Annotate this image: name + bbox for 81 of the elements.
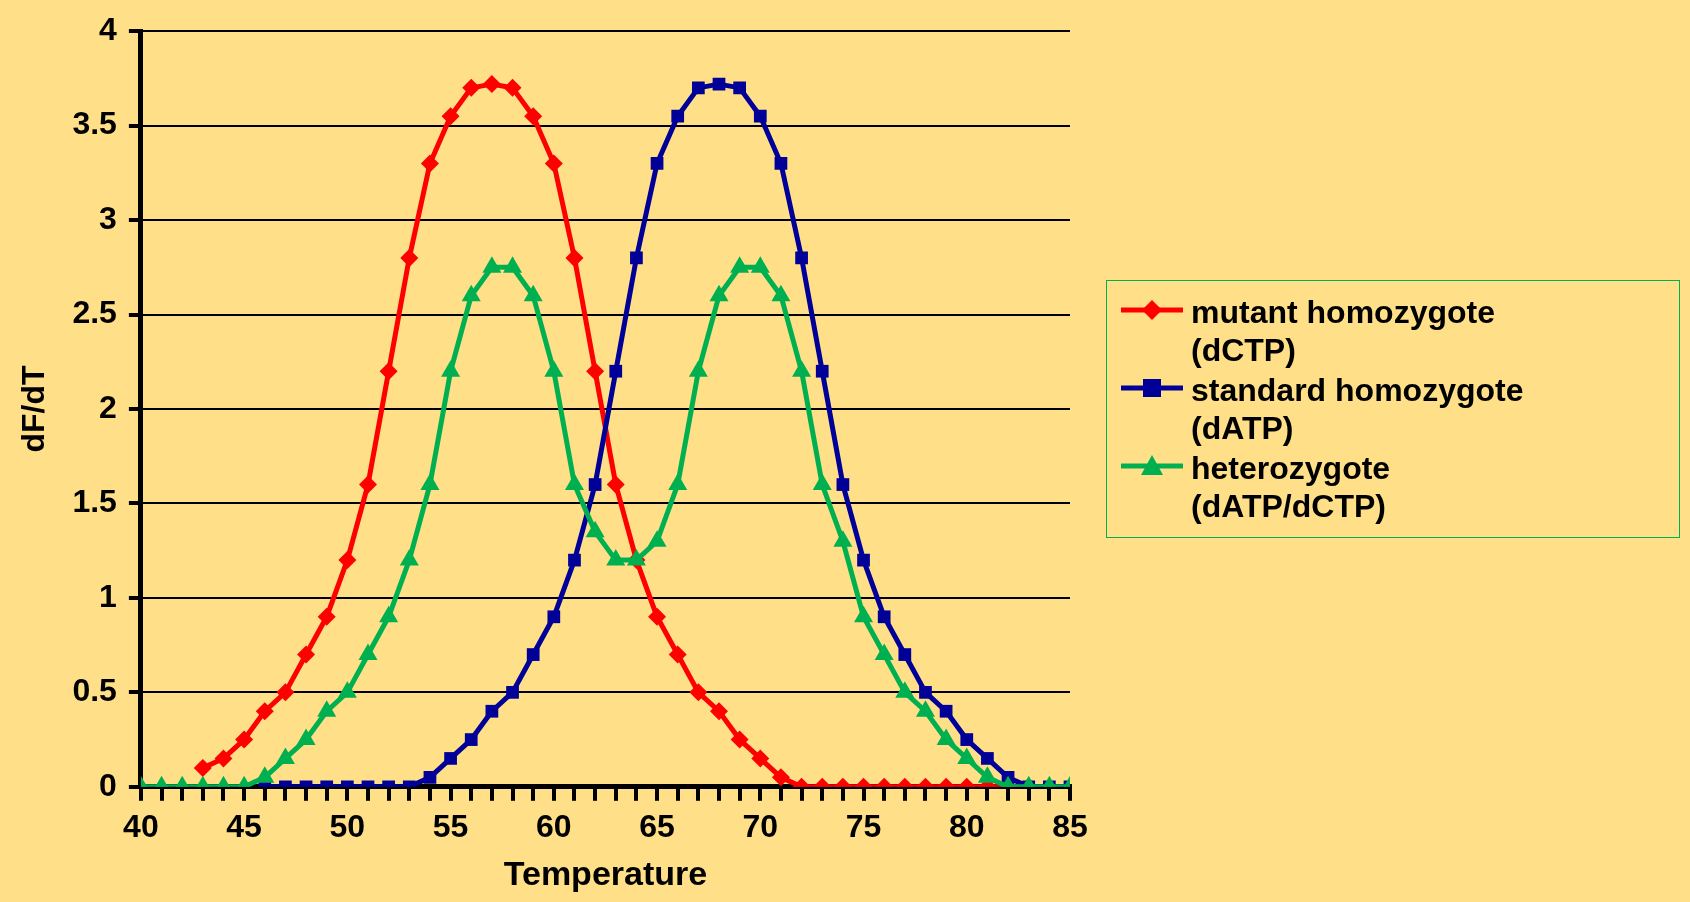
point	[523, 284, 543, 302]
point	[400, 248, 419, 267]
point	[854, 605, 874, 623]
x-tick-label: 55	[432, 807, 469, 844]
point	[895, 681, 915, 698]
point	[317, 700, 337, 717]
y-tick-label: 2	[99, 388, 117, 425]
x-axis-title: Temperature	[503, 853, 708, 892]
point	[688, 360, 708, 377]
x-tick-label: 70	[742, 807, 779, 844]
point	[792, 360, 812, 377]
point	[585, 520, 605, 538]
y-tick-label: 3	[99, 199, 117, 236]
point	[815, 364, 829, 378]
point	[771, 284, 791, 302]
point	[957, 747, 977, 764]
point	[586, 362, 605, 381]
point	[544, 360, 564, 377]
point	[379, 605, 399, 623]
x-tick-label: 40	[123, 807, 159, 844]
point	[420, 154, 439, 173]
y-axis-title: dF/dT	[15, 365, 52, 453]
y-tick-label: 4	[99, 11, 118, 48]
point	[812, 473, 832, 491]
y-tick-label: 2.5	[72, 294, 117, 331]
legend-label: standard homozygote (dATP)	[1191, 371, 1525, 447]
point	[482, 256, 502, 273]
x-tick-label: 45	[226, 807, 262, 844]
x-tick-label: 50	[329, 807, 366, 844]
point	[441, 107, 460, 126]
point	[750, 256, 770, 273]
point	[379, 362, 398, 381]
point	[650, 157, 664, 170]
point	[730, 256, 750, 273]
point	[753, 109, 767, 123]
point	[441, 360, 461, 377]
point	[565, 248, 584, 267]
point	[358, 643, 378, 661]
x-tick-label: 85	[1052, 807, 1088, 844]
point	[503, 78, 522, 97]
point	[544, 154, 563, 173]
point	[691, 81, 705, 95]
y-tick-label: 1.5	[72, 483, 117, 520]
point	[977, 766, 997, 783]
point	[936, 728, 956, 746]
point	[668, 473, 688, 491]
point	[399, 549, 419, 566]
point	[255, 766, 275, 783]
y-tick-label: 1	[99, 577, 117, 614]
x-tick-label: 80	[948, 807, 985, 844]
x-tick-label: 75	[845, 807, 882, 844]
point	[462, 78, 481, 97]
point	[671, 109, 685, 123]
point	[609, 364, 623, 378]
x-tick-label: 65	[639, 807, 675, 844]
point	[420, 473, 440, 491]
point	[296, 728, 316, 746]
point	[503, 256, 523, 273]
point	[733, 81, 747, 95]
point	[626, 549, 646, 566]
y-tick-label: 0	[99, 766, 117, 803]
point	[833, 530, 853, 547]
point	[915, 700, 935, 717]
point	[795, 251, 808, 265]
point	[337, 681, 357, 698]
point	[564, 473, 584, 491]
x-tick-label: 60	[536, 807, 572, 844]
legend-label: mutant homozygote (dCTP)	[1191, 293, 1496, 369]
point	[630, 251, 643, 265]
point	[275, 747, 295, 764]
point	[482, 75, 501, 94]
point	[774, 157, 788, 170]
y-tick-label: 0.5	[72, 672, 117, 709]
point	[606, 549, 626, 566]
point	[874, 643, 894, 661]
point	[524, 107, 543, 126]
point	[461, 284, 481, 302]
point	[709, 284, 729, 302]
point	[647, 530, 667, 547]
y-tick-label: 3.5	[72, 105, 117, 142]
legend-label: heterozygote (dATP/dCTP)	[1191, 449, 1392, 525]
